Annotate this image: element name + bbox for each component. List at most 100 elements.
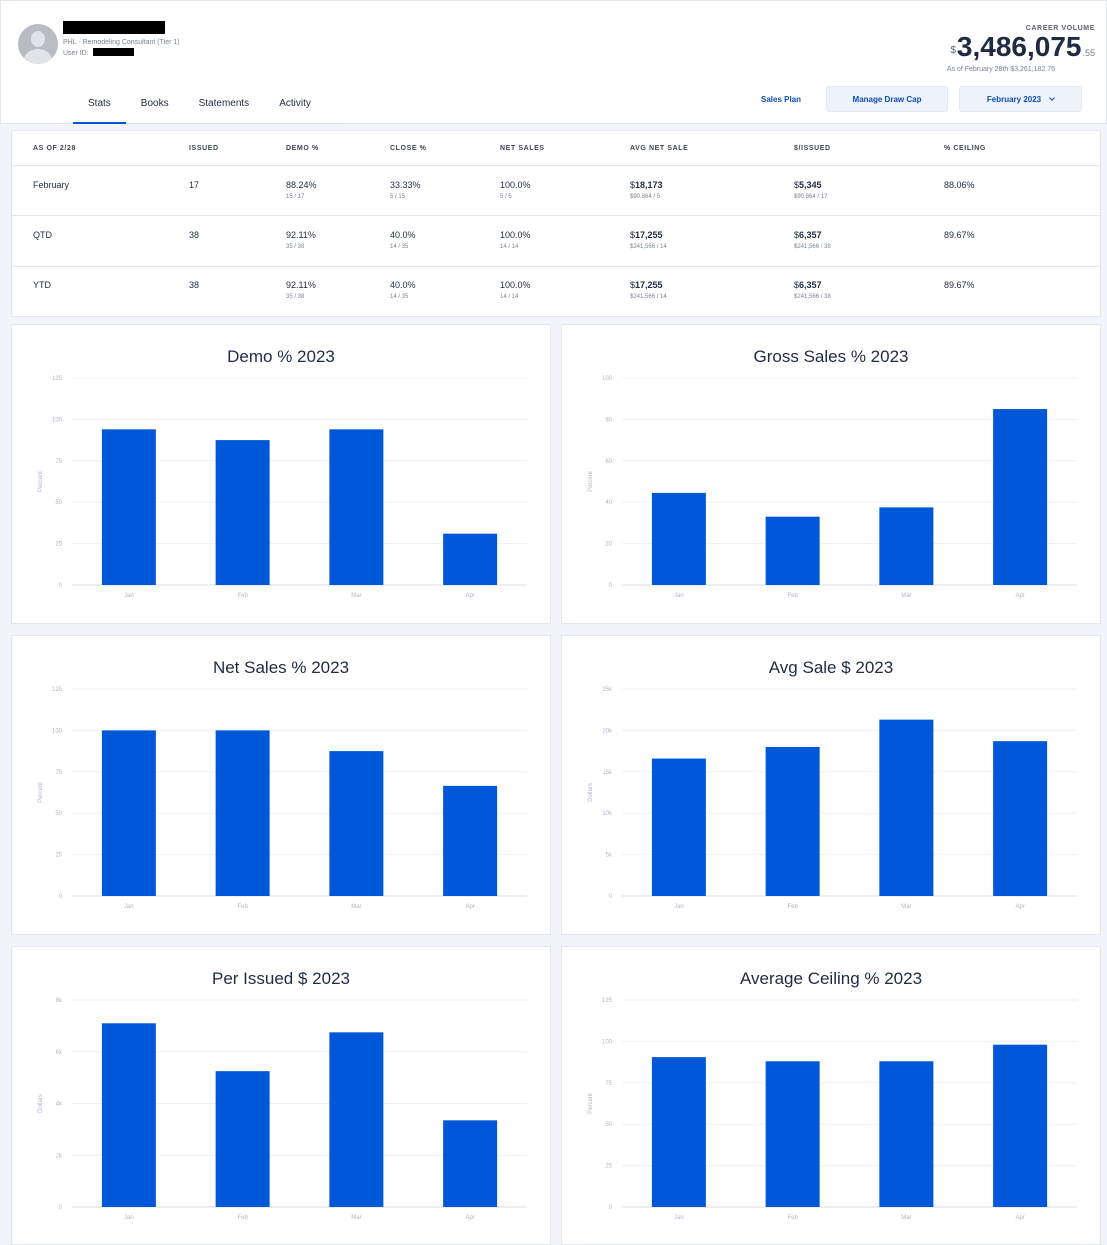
y-tick-label: 25 (605, 1164, 612, 1170)
bar[interactable] (329, 429, 384, 585)
close-value: 33.33% 5 / 15 (390, 180, 421, 200)
career-volume: CAREER VOLUME $3,486,075.55 As of Februa… (947, 25, 1095, 73)
x-tick-label: Apr (1015, 593, 1024, 599)
bar[interactable] (651, 492, 706, 585)
chart-title: Demo % 2023 (227, 347, 335, 366)
issued-value: 17 (189, 180, 200, 190)
tab-bar: Stats Books Statements Activity (73, 90, 343, 124)
per-issued-value: $6,357 $241,566 / 38 (794, 280, 831, 300)
x-tick-label: Jan (124, 593, 134, 599)
user-id-label: User ID: (63, 50, 89, 57)
y-tick-label: 40 (605, 500, 612, 506)
tab-activity[interactable]: Activity (279, 98, 311, 109)
column-header: $/ISSUED (794, 145, 831, 152)
avatar (18, 24, 58, 64)
y-tick-label: 125 (602, 998, 613, 1004)
x-tick-label: Apr (1015, 1215, 1024, 1221)
bar[interactable] (879, 1061, 934, 1207)
x-tick-label: Apr (465, 593, 474, 599)
y-tick-label: 75 (55, 770, 62, 776)
net-sales-value: 100.0% 14 / 14 (500, 280, 531, 300)
bar-chart: 0 20 40 60 80 100 Percent Jan Feb Mar Apr (588, 376, 1077, 599)
y-tick-label: 80 (605, 417, 612, 423)
tab-statements[interactable]: Statements (198, 98, 250, 109)
bar[interactable] (879, 507, 934, 585)
x-tick-label: Feb (787, 904, 798, 910)
chart-title: Gross Sales % 2023 (753, 347, 909, 366)
column-header: CLOSE % (390, 145, 427, 152)
bar[interactable] (101, 429, 156, 585)
y-tick-label: 100 (602, 1039, 613, 1045)
bar[interactable] (215, 440, 270, 585)
y-axis-label: Percent (588, 471, 594, 492)
y-tick-label: 75 (55, 459, 62, 465)
bar[interactable] (879, 719, 934, 896)
x-tick-label: Apr (465, 904, 474, 910)
y-tick-label: 20 (605, 542, 612, 548)
avg-net-sale-value: $17,255 $241,566 / 14 (630, 230, 667, 250)
x-tick-label: Mar (901, 593, 911, 599)
table-row: YTD 38 92.11% 35 / 38 40.0% 14 / 35 100.0%… (12, 267, 1100, 317)
career-volume-cents: .55 (1082, 48, 1095, 58)
bar[interactable] (443, 785, 498, 896)
career-volume-label: CAREER VOLUME (1025, 25, 1095, 32)
redacted-name (63, 21, 165, 34)
x-tick-label: Jan (124, 904, 134, 910)
career-volume-amount: $3,486,075.55 (947, 32, 1095, 68)
user-meta: PHL · Remodeling Consultant (Tier 1) Use… (63, 37, 180, 59)
tab-stats[interactable]: Stats (73, 90, 126, 124)
bar[interactable] (443, 1120, 498, 1207)
row-label: February (33, 180, 70, 190)
x-tick-label: Mar (901, 1215, 911, 1221)
ceiling-value: 89.67% (944, 280, 975, 290)
y-tick-label: 50 (55, 500, 62, 506)
net-sales-value: 100.0% 5 / 5 (500, 180, 531, 200)
table-row: QTD 38 92.11% 35 / 38 40.0% 14 / 35 100.0%… (12, 216, 1100, 267)
y-tick-label: 4k (56, 1102, 63, 1108)
bar[interactable] (651, 758, 706, 896)
bar[interactable] (993, 741, 1048, 896)
y-tick-label: 0 (609, 894, 613, 900)
stats-table: AS OF 2/28 ISSUED DEMO % CLOSE % NET SAL… (11, 130, 1101, 317)
y-tick-label: 0 (59, 1205, 63, 1211)
redacted-user-id (93, 48, 134, 56)
chart-card: 0 25 50 75 100 125 Percent Jan Feb Mar Apr Net Sal… (11, 635, 551, 935)
tab-books[interactable]: Books (140, 98, 169, 109)
x-tick-label: Jan (674, 1215, 684, 1221)
manage-draw-cap-button[interactable]: Manage Draw Cap (826, 86, 948, 112)
bar[interactable] (329, 751, 384, 896)
bar[interactable] (215, 730, 270, 896)
bar[interactable] (993, 409, 1048, 585)
sales-plan-button[interactable]: Sales Plan (760, 94, 802, 104)
x-tick-label: Mar (901, 904, 911, 910)
y-tick-label: 8k (56, 998, 63, 1004)
bar[interactable] (101, 1023, 156, 1207)
bar[interactable] (765, 1061, 820, 1207)
y-tick-label: 6k (56, 1050, 63, 1056)
bar[interactable] (651, 1057, 706, 1207)
x-tick-label: Feb (237, 1215, 248, 1221)
x-tick-label: Jan (124, 1215, 134, 1221)
chevron-down-icon (1049, 94, 1055, 101)
bar[interactable] (993, 1044, 1048, 1207)
close-value: 40.0% 14 / 35 (390, 230, 416, 250)
period-select[interactable]: February 2023 (959, 86, 1082, 112)
bar[interactable] (101, 730, 156, 896)
issued-value: 38 (189, 230, 200, 240)
bar[interactable] (765, 516, 820, 585)
issued-value: 38 (189, 280, 200, 290)
bar[interactable] (765, 746, 820, 896)
demo-value: 92.11% 35 / 38 (286, 230, 316, 250)
y-tick-label: 100 (602, 376, 613, 382)
bar-chart: 0 5k 10k 15k 20k 25k Dollars Jan Feb Mar Apr (588, 687, 1077, 910)
bar[interactable] (215, 1071, 270, 1207)
y-tick-label: 50 (605, 1122, 612, 1128)
bar[interactable] (443, 533, 498, 585)
user-role: PHL · Remodeling Consultant (Tier 1) (63, 39, 180, 46)
y-tick-label: 15k (602, 770, 613, 776)
y-tick-label: 125 (52, 376, 63, 382)
x-tick-label: Apr (465, 1215, 474, 1221)
bar[interactable] (329, 1032, 384, 1207)
currency-symbol: $ (950, 45, 956, 56)
per-issued-value: $5,345 $90,864 / 17 (794, 180, 828, 200)
